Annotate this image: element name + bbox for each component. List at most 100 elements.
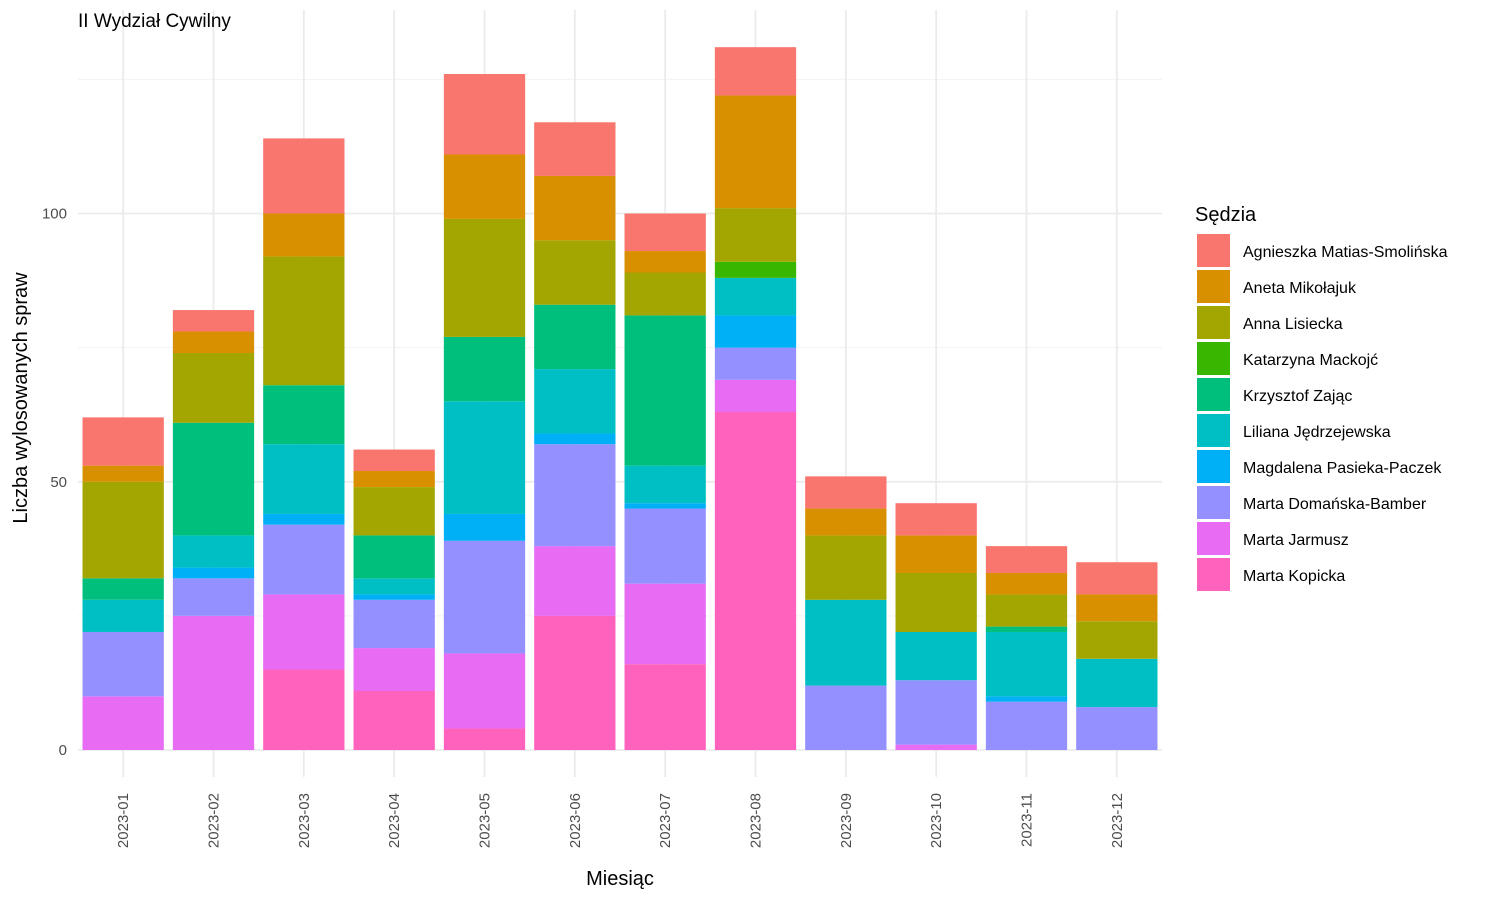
bar-segment: 2023-10 – Agnieszka Matias-Smolińska: 6: [895, 503, 977, 536]
bar-segment: 2023-07 – Krzysztof Zając: 28: [624, 315, 706, 466]
bar-segment: 2023-05 – Magdalena Pasieka-Paczek: 5: [443, 513, 526, 541]
legend-swatch: [1197, 270, 1230, 303]
x-axis-ticks: 2023-01 2023-02 2023-03 2023-04 2023-05 2023-…: [115, 793, 1126, 848]
legend-label: Krzysztof Zając: [1243, 388, 1352, 405]
legend-swatch: [1197, 378, 1230, 411]
y-tick-label: 50: [50, 474, 67, 491]
bar-segment: 2023-06 – Marta Jarmusz: 13: [534, 546, 616, 616]
legend-label: Liliana Jędrzejewska: [1243, 424, 1391, 441]
bar-segment: 2023-02 – Marta Jarmusz: 25: [172, 615, 255, 751]
bar-segment: 2023-09 – Liliana Jędrzejewska: 16: [805, 599, 887, 686]
bar-segment: 2023-08 – Katarzyna Mackojć: 3: [714, 261, 797, 278]
legend-swatch: [1197, 558, 1230, 591]
bar-segment: 2023-07 – Marta Kopicka: 16: [624, 664, 706, 750]
bar-segment: 2023-05 – Marta Kopicka: 4: [443, 728, 526, 750]
bar-segment: 2023-01 – Aneta Mikołajuk: 3: [82, 465, 164, 482]
bar-segment: 2023-11 – Aneta Mikołajuk: 4: [985, 572, 1068, 595]
bar-segment: 2023-09 – Anna Lisiecka: 12: [805, 535, 887, 600]
bar-segment: 2023-03 – Aneta Mikołajuk: 8: [263, 213, 345, 257]
bar-segment: 2023-02 – Krzysztof Zając: 21: [172, 422, 255, 536]
legend-swatch: [1197, 486, 1230, 519]
bar-segment: 2023-02 – Marta Domańska-Bamber: 7: [172, 578, 255, 616]
x-tick-label: 2023-03: [296, 793, 313, 848]
x-tick-label: 2023-10: [928, 793, 945, 848]
legend: Sędzia Agnieszka Matias-Smolińska Aneta M…: [1195, 204, 1448, 591]
bar-segment: 2023-12 – Anna Lisiecka: 7: [1076, 621, 1158, 659]
bar-segment: 2023-11 – Liliana Jędrzejewska: 12: [985, 631, 1068, 697]
bar-segment: 2023-03 – Krzysztof Zając: 11: [263, 385, 345, 445]
bar-segment: 2023-10 – Anna Lisiecka: 11: [895, 572, 977, 632]
bar-segment: 2023-07 – Marta Domańska-Bamber: 14: [624, 508, 706, 584]
bar-segment: 2023-03 – Liliana Jędrzejewska: 13: [263, 444, 345, 514]
x-tick-label: 2023-04: [386, 793, 403, 848]
bar-segment: 2023-08 – Marta Jarmusz: 6: [714, 379, 797, 412]
bar-segment: 2023-06 – Marta Domańska-Bamber: 19: [534, 444, 616, 547]
bar-segment: 2023-01 – Marta Jarmusz: 10: [82, 696, 164, 750]
bar-segment: 2023-06 – Agnieszka Matias-Smolińska: 10: [534, 122, 616, 176]
y-axis-title: Liczba wylosowanych spraw: [10, 272, 32, 524]
bar-segment: 2023-08 – Anna Lisiecka: 10: [714, 208, 797, 262]
x-tick-label: 2023-11: [1019, 793, 1036, 847]
bar-segment: 2023-10 – Aneta Mikołajuk: 7: [895, 535, 977, 573]
bar-segment: 2023-07 – Anna Lisiecka: 8: [624, 272, 706, 316]
bar-segment: 2023-08 – Magdalena Pasieka-Paczek: 6: [714, 315, 797, 348]
bar-segment: 2023-12 – Liliana Jędrzejewska: 9: [1076, 658, 1158, 708]
x-tick-label: 2023-07: [657, 793, 674, 848]
legend-swatch: [1197, 522, 1230, 555]
legend-label: Marta Jarmusz: [1243, 532, 1349, 549]
bar-segment: 2023-05 – Aneta Mikołajuk: 12: [443, 154, 526, 219]
y-tick-label: 0: [59, 742, 67, 759]
legend-swatch: [1197, 342, 1230, 375]
bar-segment: 2023-01 – Anna Lisiecka: 18: [82, 481, 164, 579]
bar-segment: 2023-07 – Agnieszka Matias-Smolińska: 7: [624, 213, 706, 252]
bar-segment: 2023-09 – Agnieszka Matias-Smolińska: 6: [805, 476, 887, 509]
x-tick-label: 2023-09: [838, 793, 855, 848]
chart-title: II Wydział Cywilny: [78, 11, 231, 32]
bar-segment: 2023-06 – Liliana Jędrzejewska: 12: [534, 369, 616, 434]
bar-segment: 2023-01 – Liliana Jędrzejewska: 6: [82, 599, 164, 632]
legend-label: Marta Domańska-Bamber: [1243, 496, 1427, 513]
bar-segment: 2023-11 – Magdalena Pasieka-Paczek: 1: [985, 696, 1068, 702]
bar-segment: 2023-07 – Liliana Jędrzejewska: 7: [624, 465, 706, 504]
x-tick-label: 2023-12: [1109, 793, 1126, 848]
bar-segment: 2023-05 – Liliana Jędrzejewska: 21: [443, 401, 526, 514]
legend-label: Aneta Mikołajuk: [1243, 280, 1357, 297]
bar-segment: 2023-03 – Anna Lisiecka: 24: [263, 256, 345, 386]
legend-label: Agnieszka Matias-Smolińska: [1243, 244, 1448, 261]
bar-segment: 2023-03 – Marta Kopicka: 15: [263, 669, 345, 750]
y-tick-label: 100: [42, 206, 67, 223]
bar-segment: 2023-02 – Agnieszka Matias-Smolińska: 4: [172, 310, 255, 332]
bar-segment: 2023-11 – Marta Domańska-Bamber: 9: [985, 701, 1068, 751]
bar-segment: 2023-06 – Anna Lisiecka: 12: [534, 240, 616, 305]
x-axis-title: Miesiąc: [586, 868, 654, 890]
bar-segment: 2023-01 – Krzysztof Zając: 4: [82, 578, 164, 600]
bar-segment: 2023-09 – Marta Domańska-Bamber: 12: [805, 685, 887, 750]
bar-segment: 2023-08 – Liliana Jędrzejewska: 7: [714, 277, 797, 316]
legend-swatch: [1197, 414, 1230, 447]
bar-segment: 2023-03 – Magdalena Pasieka-Paczek: 2: [263, 513, 345, 525]
bar-segment: 2023-06 – Aneta Mikołajuk: 12: [534, 175, 616, 241]
bar-segment: 2023-07 – Magdalena Pasieka-Paczek: 1: [624, 503, 706, 509]
bar-segment: 2023-11 – Krzysztof Zając: 1: [985, 626, 1068, 632]
bar-segment: 2023-12 – Agnieszka Matias-Smolińska: 6: [1076, 562, 1158, 595]
bar-segment: 2023-09 – Aneta Mikołajuk: 5: [805, 508, 887, 536]
bar-segment: 2023-04 – Agnieszka Matias-Smolińska: 4: [353, 449, 435, 472]
bar-segment: 2023-05 – Agnieszka Matias-Smolińska: 15: [443, 74, 526, 155]
bar-segment: 2023-08 – Aneta Mikołajuk: 21: [714, 95, 797, 209]
bar-segment: 2023-06 – Magdalena Pasieka-Paczek: 2: [534, 433, 616, 445]
x-tick-label: 2023-06: [567, 793, 584, 848]
y-axis-ticks: 0 50 100: [42, 206, 67, 760]
bar-segment: 2023-08 – Agnieszka Matias-Smolińska: 9: [714, 47, 797, 96]
legend-swatch: [1197, 234, 1230, 267]
legend-items: Agnieszka Matias-Smolińska Aneta Mikołaju…: [1197, 234, 1448, 591]
bar-segment: 2023-11 – Agnieszka Matias-Smolińska: 5: [985, 546, 1068, 573]
bar-segment: 2023-02 – Liliana Jędrzejewska: 6: [172, 535, 255, 568]
legend-title: Sędzia: [1195, 204, 1257, 226]
bar-segment: 2023-12 – Aneta Mikołajuk: 5: [1076, 594, 1158, 622]
bar-segment: 2023-04 – Marta Jarmusz: 8: [353, 648, 435, 691]
x-tick-label: 2023-02: [206, 793, 223, 848]
bar-segment: 2023-04 – Krzysztof Zając: 8: [353, 535, 435, 579]
